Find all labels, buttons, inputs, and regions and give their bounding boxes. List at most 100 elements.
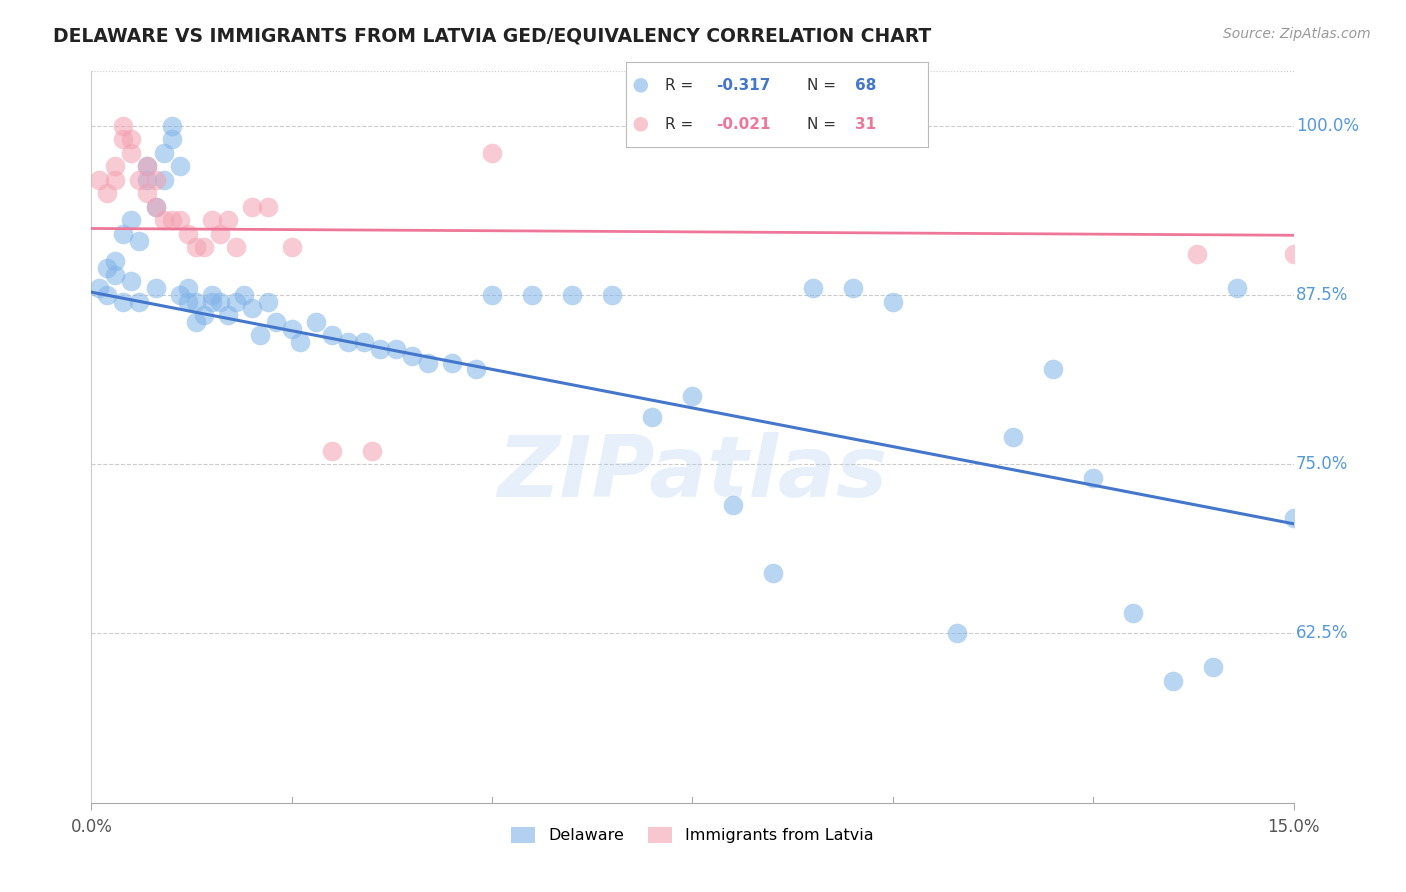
- Point: [360, 443, 382, 458]
- Point: [256, 294, 278, 309]
- Text: 31: 31: [855, 117, 876, 132]
- Point: [630, 117, 652, 131]
- Point: [1042, 362, 1064, 376]
- Point: [368, 342, 391, 356]
- Point: [353, 335, 375, 350]
- Text: ZIPatlas: ZIPatlas: [498, 432, 887, 516]
- Point: [1163, 673, 1185, 688]
- Point: [321, 443, 343, 458]
- Point: [217, 308, 239, 322]
- Point: [1001, 430, 1024, 444]
- Point: [89, 281, 111, 295]
- Point: [176, 281, 198, 295]
- Point: [89, 172, 111, 186]
- Point: [288, 335, 311, 350]
- Text: N =: N =: [807, 78, 841, 93]
- Point: [145, 200, 167, 214]
- Point: [112, 119, 135, 133]
- Text: N =: N =: [807, 117, 841, 132]
- Point: [264, 315, 287, 329]
- Legend: Delaware, Immigrants from Latvia: Delaware, Immigrants from Latvia: [505, 821, 880, 850]
- Point: [208, 294, 231, 309]
- Point: [112, 294, 135, 309]
- Point: [193, 240, 215, 254]
- Point: [321, 328, 343, 343]
- Point: [201, 294, 224, 309]
- Point: [169, 288, 191, 302]
- Point: [128, 172, 150, 186]
- Point: [240, 200, 263, 214]
- Text: 68: 68: [855, 78, 877, 93]
- Point: [208, 227, 231, 241]
- Point: [104, 159, 127, 173]
- Point: [104, 172, 127, 186]
- Point: [465, 362, 488, 376]
- Point: [176, 227, 198, 241]
- Point: [801, 281, 824, 295]
- Point: [128, 294, 150, 309]
- Point: [1083, 471, 1105, 485]
- Point: [145, 281, 167, 295]
- Point: [1122, 606, 1144, 620]
- Point: [281, 240, 304, 254]
- Point: [136, 186, 159, 201]
- Point: [440, 355, 463, 369]
- Point: [176, 294, 198, 309]
- Point: [946, 626, 969, 640]
- Point: [160, 119, 183, 133]
- Text: R =: R =: [665, 117, 699, 132]
- Point: [121, 145, 143, 160]
- Point: [152, 145, 174, 160]
- Point: [240, 301, 263, 316]
- Point: [169, 213, 191, 227]
- Point: [762, 566, 785, 580]
- Point: [169, 159, 191, 173]
- Point: [96, 288, 118, 302]
- Point: [882, 294, 904, 309]
- Point: [401, 349, 423, 363]
- Point: [481, 145, 503, 160]
- Point: [152, 172, 174, 186]
- Text: DELAWARE VS IMMIGRANTS FROM LATVIA GED/EQUIVALENCY CORRELATION CHART: DELAWARE VS IMMIGRANTS FROM LATVIA GED/E…: [53, 27, 932, 45]
- Point: [112, 132, 135, 146]
- Point: [145, 200, 167, 214]
- Point: [232, 288, 254, 302]
- Point: [201, 213, 224, 227]
- Point: [121, 213, 143, 227]
- Point: [193, 308, 215, 322]
- Point: [1187, 247, 1209, 261]
- Text: Source: ZipAtlas.com: Source: ZipAtlas.com: [1223, 27, 1371, 41]
- Point: [96, 260, 118, 275]
- Point: [96, 186, 118, 201]
- Text: 87.5%: 87.5%: [1296, 285, 1348, 304]
- Point: [184, 240, 207, 254]
- Point: [121, 274, 143, 288]
- Point: [305, 315, 328, 329]
- Point: [630, 78, 652, 93]
- Point: [184, 315, 207, 329]
- Point: [136, 159, 159, 173]
- Point: [128, 234, 150, 248]
- Point: [641, 409, 664, 424]
- Point: [281, 322, 304, 336]
- Point: [336, 335, 359, 350]
- Point: [225, 240, 247, 254]
- Point: [522, 288, 544, 302]
- Text: 100.0%: 100.0%: [1296, 117, 1360, 135]
- Point: [217, 213, 239, 227]
- Point: [1202, 660, 1225, 674]
- Point: [721, 498, 744, 512]
- Point: [256, 200, 278, 214]
- Point: [841, 281, 863, 295]
- Point: [681, 389, 703, 403]
- Point: [104, 268, 127, 282]
- Point: [481, 288, 503, 302]
- Text: -0.021: -0.021: [716, 117, 770, 132]
- Point: [1226, 281, 1249, 295]
- Point: [416, 355, 439, 369]
- Point: [152, 213, 174, 227]
- Text: 62.5%: 62.5%: [1296, 624, 1348, 642]
- Text: R =: R =: [665, 78, 699, 93]
- Point: [201, 288, 224, 302]
- Point: [160, 213, 183, 227]
